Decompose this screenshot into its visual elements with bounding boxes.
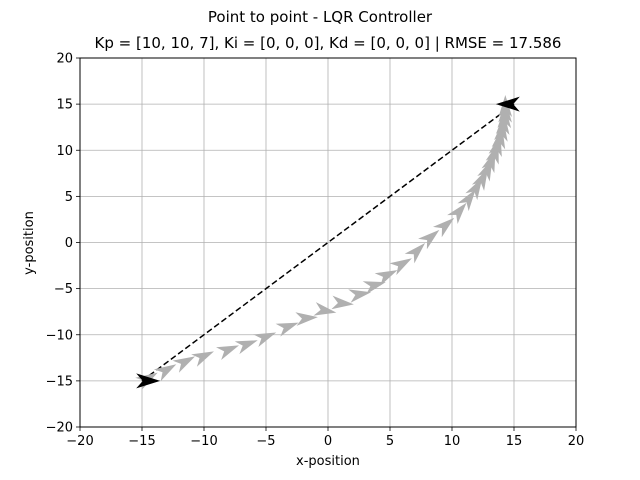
- trajectory-arrow: [234, 340, 258, 355]
- trajectory-arrow: [348, 289, 372, 303]
- trajectory-arrow: [253, 332, 277, 348]
- x-tick-label: 20: [568, 434, 585, 449]
- ticks: −20 −15 −10 −5 0 5 10 15 20 −20 −15 −10 −5 0 5 10 15 20: [46, 52, 585, 450]
- y-tick-label: −10: [46, 328, 73, 343]
- x-tick-label: −15: [128, 434, 155, 449]
- y-tick-label: −20: [46, 421, 73, 436]
- trajectory-arrow: [495, 112, 510, 135]
- trajectory-layer: [135, 94, 513, 390]
- x-axis-label: x-position: [296, 454, 360, 469]
- trajectory-arrow: [432, 217, 455, 238]
- y-tick-label: 10: [56, 144, 73, 159]
- start-pose-arrow: [136, 373, 161, 389]
- x-tick-label: 15: [506, 434, 523, 449]
- y-tick-label: −15: [46, 374, 73, 389]
- trajectory-arrow: [331, 295, 354, 310]
- x-tick-label: −10: [190, 434, 217, 449]
- pose-marker-layer: [136, 96, 520, 389]
- trajectory-arrow: [172, 356, 196, 373]
- x-tick-label: 0: [324, 434, 332, 449]
- trajectory-arrow: [313, 302, 337, 316]
- y-tick-label: 15: [56, 98, 73, 113]
- trajectory-arrow: [295, 312, 318, 326]
- trajectory-arrow: [389, 258, 412, 276]
- x-tick-label: −5: [256, 434, 275, 449]
- goal-pose-arrow: [495, 96, 520, 112]
- trajectory-arrow: [153, 364, 177, 382]
- trajectory-arrow: [447, 202, 467, 224]
- trajectory-arrow: [374, 270, 398, 286]
- x-tick-label: 5: [386, 434, 394, 449]
- reference-path-layer: [141, 103, 515, 382]
- trajectory-arrow: [418, 229, 440, 250]
- y-tick-label: 20: [56, 52, 73, 67]
- trajectory-arrow: [465, 177, 483, 201]
- y-tick-label: 0: [65, 236, 73, 251]
- trajectory-arrow: [191, 351, 214, 367]
- chart-title: Kp = [10, 10, 7], Ki = [0, 0, 0], Kd = […: [94, 34, 562, 52]
- trajectory-arrow: [404, 243, 426, 264]
- trajectory-arrow: [362, 281, 386, 295]
- x-tick-label: −20: [66, 434, 93, 449]
- trajectory-arrow: [275, 322, 299, 337]
- y-tick-label: −5: [54, 282, 73, 297]
- figure-suptitle: Point to point - LQR Controller: [207, 8, 433, 26]
- reference-path-line: [141, 103, 515, 382]
- trajectory-arrow: [457, 189, 476, 212]
- y-tick-label: 5: [65, 190, 73, 205]
- trajectory-arrow: [498, 100, 512, 123]
- x-tick-label: 10: [444, 434, 461, 449]
- trajectory-arrow: [216, 345, 239, 360]
